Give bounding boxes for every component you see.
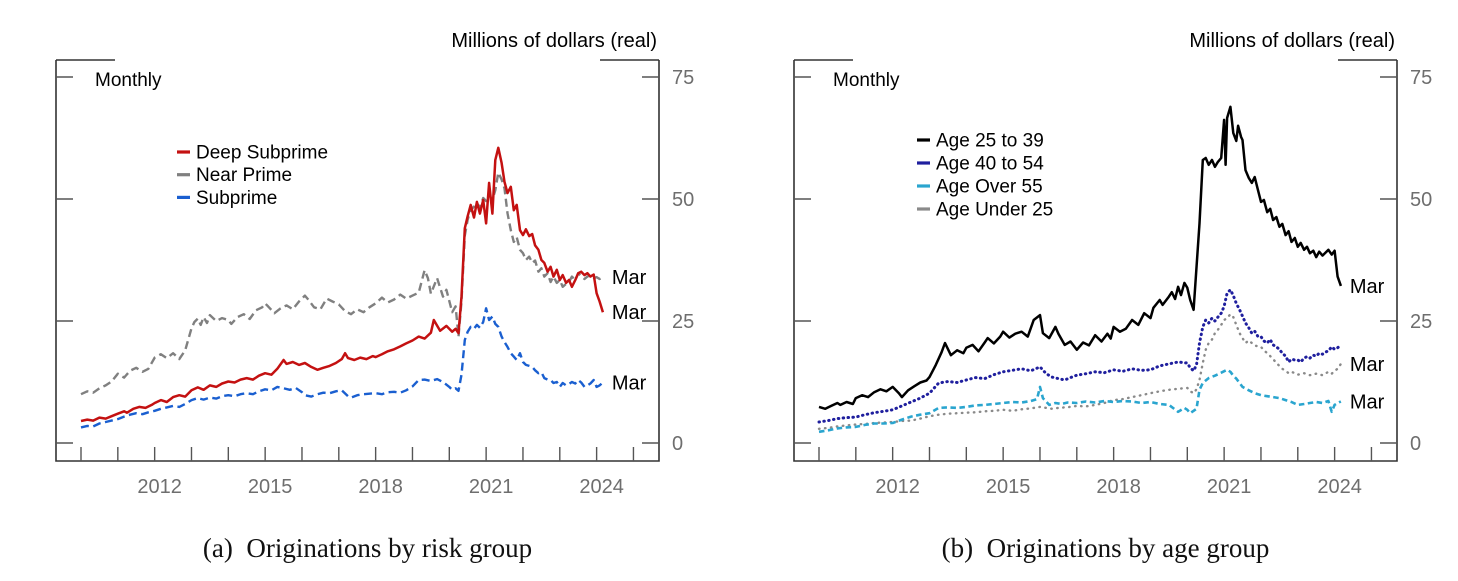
y-tick-label: 75 (1410, 67, 1432, 89)
y-tick-label: 25 (672, 311, 694, 333)
end-label-age-over-55: Mar (1350, 392, 1385, 414)
x-tick-label: 2024 (579, 476, 624, 498)
series-age-over-55 (818, 368, 1342, 434)
y-tick-label: 0 (672, 433, 683, 455)
x-tick-label: 2021 (469, 476, 514, 498)
legend-label-age-25-to-39: Age 25 to 39 (936, 131, 1044, 152)
panel-risk-group: 0 25 50 75 2012 2015 2018 2021 2024 Mar Mar Mar Deep… (55, 30, 694, 498)
legend-label-subprime: Subprime (196, 188, 277, 209)
frequency-label: Monthly (95, 70, 162, 91)
end-label-deep-subprime: Mar (612, 302, 647, 324)
end-label-near-prime: Mar (612, 267, 647, 289)
legend-label-near-prime: Near Prime (196, 165, 292, 186)
x-tick-label: 2021 (1207, 476, 1252, 498)
y-tick-label: 25 (1410, 311, 1432, 333)
panel-age-group: 0 25 50 75 2012 2015 2018 2021 2024 Mar Mar Mar Age … (793, 30, 1432, 498)
legend-label-age-40-to-54: Age 40 to 54 (936, 154, 1044, 175)
caption-a: (a) Originations by risk group (202, 533, 533, 563)
series-age-25-to-39 (818, 105, 1343, 411)
x-tick-label: 2018 (358, 476, 403, 498)
unit-label: Millions of dollars (real) (1189, 30, 1395, 52)
series-age-40-to-54 (817, 288, 1343, 424)
series-near-prime (80, 171, 604, 396)
axis-frame (793, 60, 1398, 462)
y-tick-label: 50 (672, 189, 694, 211)
y-tick-label: 50 (1410, 189, 1432, 211)
x-tick-label: 2012 (875, 476, 920, 498)
x-tick-label: 2024 (1317, 476, 1362, 498)
x-tick-label: 2015 (248, 476, 293, 498)
y-tick-label: 75 (672, 67, 694, 89)
x-tick-label: 2015 (986, 476, 1031, 498)
legend-label-deep-subprime: Deep Subprime (196, 143, 328, 164)
unit-label: Millions of dollars (real) (451, 30, 657, 52)
caption-b: (b) Originations by age group (941, 533, 1270, 563)
series-deep-subprime (80, 146, 605, 423)
y-tick-label: 0 (1410, 433, 1421, 455)
end-label-age-under-25: Mar (1350, 354, 1385, 376)
x-tick-label: 2018 (1096, 476, 1141, 498)
frequency-label: Monthly (833, 70, 900, 91)
charts-canvas: 0 25 50 75 2012 2015 2018 2021 2024 Mar Mar Mar Deep… (55, 30, 1432, 498)
end-label-age-25-to-39: Mar (1350, 276, 1385, 298)
series-subprime (80, 307, 604, 429)
axis-frame (55, 60, 660, 462)
legend-label-age-under-25: Age Under 25 (936, 200, 1053, 221)
end-label-subprime: Mar (612, 372, 647, 394)
x-tick-label: 2012 (137, 476, 182, 498)
series-age-under-25 (817, 313, 1343, 430)
legend-label-age-over-55: Age Over 55 (936, 177, 1043, 198)
